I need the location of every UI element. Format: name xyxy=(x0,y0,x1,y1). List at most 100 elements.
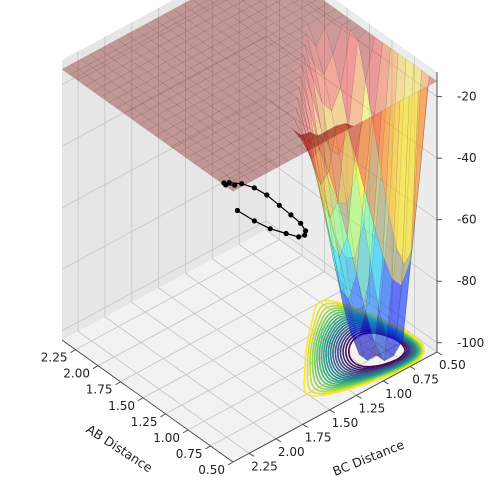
surface-patch xyxy=(189,4,208,16)
surface-patch xyxy=(236,96,255,108)
axes-lines xyxy=(61,72,438,463)
surface-patch xyxy=(315,169,334,260)
surface-patch xyxy=(168,93,187,105)
surface-patch xyxy=(169,25,188,37)
surface-patch xyxy=(256,75,275,87)
surface-patch xyxy=(257,133,276,145)
surface-patch xyxy=(134,92,153,104)
y-tick-mark xyxy=(409,366,416,370)
trajectory-point xyxy=(302,232,308,238)
surface-patch xyxy=(306,126,325,213)
trajectory-point xyxy=(234,207,240,214)
x-tick-label: 1.00 xyxy=(153,431,180,445)
surface-patch xyxy=(276,0,295,8)
x-tick-label: 1.50 xyxy=(108,399,135,413)
surface-patch xyxy=(287,97,306,132)
surface-patch xyxy=(195,147,214,159)
surface-patch xyxy=(208,111,227,123)
x-tick-mark xyxy=(115,381,121,386)
surface-patch xyxy=(244,43,263,55)
surface-patch xyxy=(216,58,235,70)
surface-patch xyxy=(267,118,286,130)
trajectory-point xyxy=(251,185,257,191)
grid-line-z xyxy=(61,35,438,159)
contour-line xyxy=(339,327,411,373)
surface-patch xyxy=(357,310,376,361)
surface-patch xyxy=(206,5,225,17)
surface-patch xyxy=(250,59,269,71)
surface-patch xyxy=(305,131,323,203)
surface-patch xyxy=(267,59,286,72)
surface-patch xyxy=(366,343,385,362)
surface-patch xyxy=(295,44,314,79)
surface-patch xyxy=(193,99,212,112)
surface-patch xyxy=(174,109,193,122)
surface-patch xyxy=(205,132,224,144)
surface-patch xyxy=(187,83,206,95)
grid-line-y xyxy=(104,36,277,440)
x-tick-label: 1.75 xyxy=(86,383,113,397)
surface-patch xyxy=(275,65,294,77)
x-tick-mark xyxy=(160,413,166,418)
surface-patch xyxy=(261,102,280,114)
surface-patch xyxy=(117,92,136,104)
surface-patch xyxy=(382,100,401,280)
surface-patch xyxy=(332,259,351,332)
surface-patch xyxy=(370,311,388,346)
surface-patch xyxy=(322,202,340,258)
surface-patch xyxy=(151,35,170,47)
surface-patch xyxy=(342,302,360,355)
surface-patch xyxy=(335,237,354,311)
surface-patch xyxy=(135,23,154,36)
surface-patch xyxy=(291,134,310,146)
y-tick-label: 2.00 xyxy=(278,445,305,459)
surface-patch xyxy=(182,57,201,69)
surface-patch xyxy=(242,53,261,65)
surface-patch xyxy=(278,102,297,114)
surface-patch xyxy=(273,0,282,3)
surface-patch xyxy=(341,19,360,32)
surface-patch xyxy=(253,38,272,50)
surface-patch xyxy=(176,41,195,53)
surface-patch xyxy=(250,1,269,13)
y-tick-mark xyxy=(248,452,255,457)
surface-patch xyxy=(115,102,134,114)
surface-patch xyxy=(281,23,300,35)
surface-patch xyxy=(202,94,221,107)
surface-patch xyxy=(329,200,348,259)
surface-patch xyxy=(265,12,284,24)
surface-patch xyxy=(272,144,291,156)
surface-patch xyxy=(205,15,224,27)
surface-patch xyxy=(98,43,117,56)
surface-patch xyxy=(252,165,271,177)
surface-patch xyxy=(290,0,300,3)
surface-patch xyxy=(145,77,164,89)
surface-patch xyxy=(306,0,318,4)
surface-patch xyxy=(277,113,296,125)
surface-patch xyxy=(182,0,201,11)
surface-patch xyxy=(173,62,192,74)
z-tick-label: -100 xyxy=(457,336,484,350)
surface-patch xyxy=(170,83,189,95)
y-tick-mark xyxy=(275,438,282,443)
surface-patch xyxy=(373,105,391,256)
surface-patch xyxy=(269,49,288,61)
surface-patch xyxy=(249,128,268,140)
surface-patch xyxy=(300,132,319,141)
surface-patch xyxy=(221,143,240,155)
surface-patch xyxy=(210,42,229,54)
surface-patch xyxy=(157,109,176,121)
x-tick-mark xyxy=(137,397,144,402)
back-right-pane xyxy=(266,0,437,352)
surface-patch xyxy=(301,2,320,14)
surface-patch xyxy=(284,2,303,14)
surface-patch xyxy=(334,257,353,337)
surface-patch xyxy=(266,128,285,140)
surface-patch xyxy=(328,181,346,259)
surface-patch xyxy=(156,61,174,73)
surface-patch xyxy=(309,8,328,20)
surface-patch xyxy=(301,66,320,149)
surface-patch xyxy=(180,9,199,21)
surface-patch xyxy=(218,106,237,118)
surface-patch xyxy=(100,91,119,103)
